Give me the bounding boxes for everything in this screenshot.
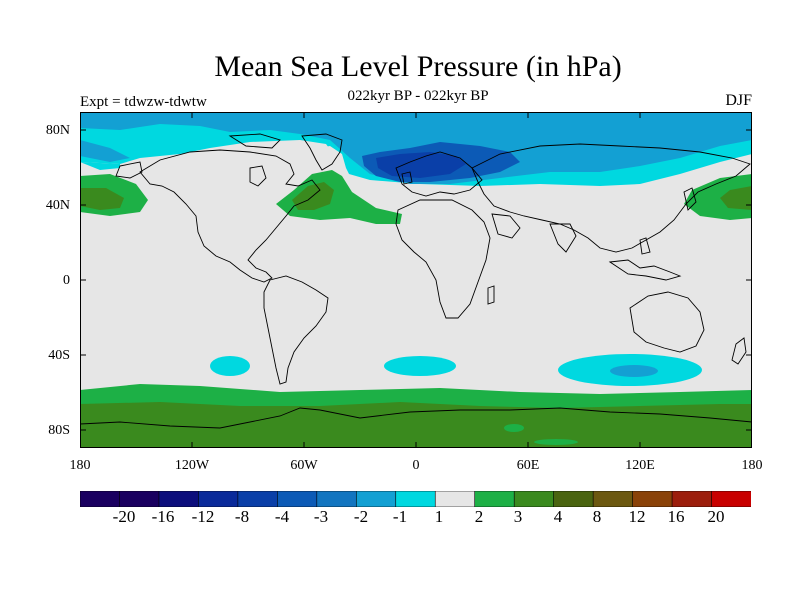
coastline-hudson-bay	[249, 165, 267, 187]
south-atlantic-negative	[384, 356, 456, 376]
lon-tick-label: 120E	[625, 458, 655, 473]
colorbar-swatch	[553, 491, 594, 507]
colorbar	[80, 491, 751, 507]
coastline-south-america	[263, 275, 329, 385]
south-indian-negative-core	[610, 365, 658, 377]
lat-tick-label: 40S	[48, 348, 70, 363]
coastline-antarctica	[80, 407, 752, 429]
colorbar-swatch	[434, 491, 476, 507]
coastline-philippines	[639, 237, 651, 255]
coastline-arctic-islands	[228, 133, 281, 149]
colorbar-swatch	[513, 491, 555, 507]
coastline-japan	[683, 187, 697, 211]
coastline-north-america	[139, 149, 321, 283]
north-pacific-positive-east-core	[720, 186, 752, 210]
colorbar-swatch	[474, 491, 515, 507]
lon-tick-label: 0	[412, 458, 420, 473]
colorbar-label: 4	[553, 507, 563, 526]
colorbar-swatch	[119, 491, 160, 507]
season-label: DJF	[725, 92, 752, 109]
colorbar-swatch	[355, 491, 397, 507]
blue-core-region	[376, 152, 466, 178]
colorbar-label: 1	[434, 507, 444, 526]
colorbar-label: -4	[274, 507, 290, 526]
colorbar-swatch	[158, 491, 200, 507]
colorbar-label: 8	[592, 507, 602, 526]
lat-tick-label: 40N	[45, 198, 70, 213]
colorbar-label: 2	[474, 507, 484, 526]
colorbar-swatch	[632, 491, 673, 507]
coastline-alaska	[115, 161, 143, 179]
experiment-label: Expt = tdwzw-tdwtw	[80, 94, 207, 110]
lon-tick-label: 60W	[290, 458, 318, 473]
colorbar-swatch	[592, 491, 634, 507]
coastline-europe	[395, 151, 483, 197]
colorbar-label: 12	[628, 507, 646, 526]
colorbar-label: -3	[313, 507, 329, 526]
antarctic-light-patch	[504, 424, 524, 432]
page-title: Mean Sea Level Pressure (in hPa)	[214, 50, 622, 83]
lat-tick-label: 80S	[48, 423, 70, 438]
colorbar-label: -2	[353, 507, 369, 526]
coastline-new-zealand	[731, 337, 747, 365]
lon-tick-label: 60E	[516, 458, 540, 473]
antarctic-light-patch	[534, 439, 578, 445]
lat-tick-label: 0	[63, 273, 70, 288]
coastline-arabia	[491, 213, 521, 239]
colorbar-label: 16	[667, 507, 685, 526]
colorbar-label: -20	[112, 507, 136, 526]
colorbar-label: -8	[234, 507, 250, 526]
colorbar-swatch	[237, 491, 278, 507]
arctic-cyan-region	[80, 162, 120, 170]
colorbar-swatch	[671, 491, 713, 507]
north-atlantic-positive	[276, 170, 402, 224]
coastline-greenland	[301, 133, 343, 171]
coastline-africa	[395, 199, 491, 319]
coastline-indonesia	[608, 259, 682, 281]
coastline-australia	[629, 291, 705, 353]
coastline-india	[549, 223, 577, 253]
colorbar-label: 3	[513, 507, 523, 526]
coastline-madagascar	[487, 285, 495, 305]
south-pacific-negative	[210, 356, 250, 376]
colorbar-swatch	[80, 491, 121, 507]
lon-tick-label: 180	[741, 458, 763, 473]
antarctic-positive-core	[80, 402, 752, 448]
colorbar-label: -16	[151, 507, 175, 526]
north-pacific-positive-west-core	[80, 188, 124, 210]
colorbar-label: -12	[191, 507, 215, 526]
greenland-neutral-notch	[318, 146, 352, 188]
lat-tick-label: 80N	[45, 123, 70, 138]
coastline-asia	[471, 143, 751, 253]
colorbar-swatch	[316, 491, 357, 507]
colorbar-label: 20	[707, 507, 725, 526]
blue-mid-region	[80, 140, 130, 162]
pressure-anomaly-map	[80, 112, 752, 448]
lon-tick-label: 120W	[174, 458, 210, 473]
colorbar-swatch	[198, 491, 239, 507]
map-frame	[80, 112, 752, 448]
colorbar-swatch	[277, 491, 318, 507]
colorbar-label: -1	[392, 507, 408, 526]
page-subtitle: 022kyr BP - 022kyr BP	[347, 88, 489, 104]
coastlines	[80, 133, 752, 429]
coastline-britain	[401, 171, 413, 185]
colorbar-swatch	[711, 491, 751, 507]
colorbar-swatch	[395, 491, 436, 507]
lon-tick-label: 180	[69, 458, 91, 473]
